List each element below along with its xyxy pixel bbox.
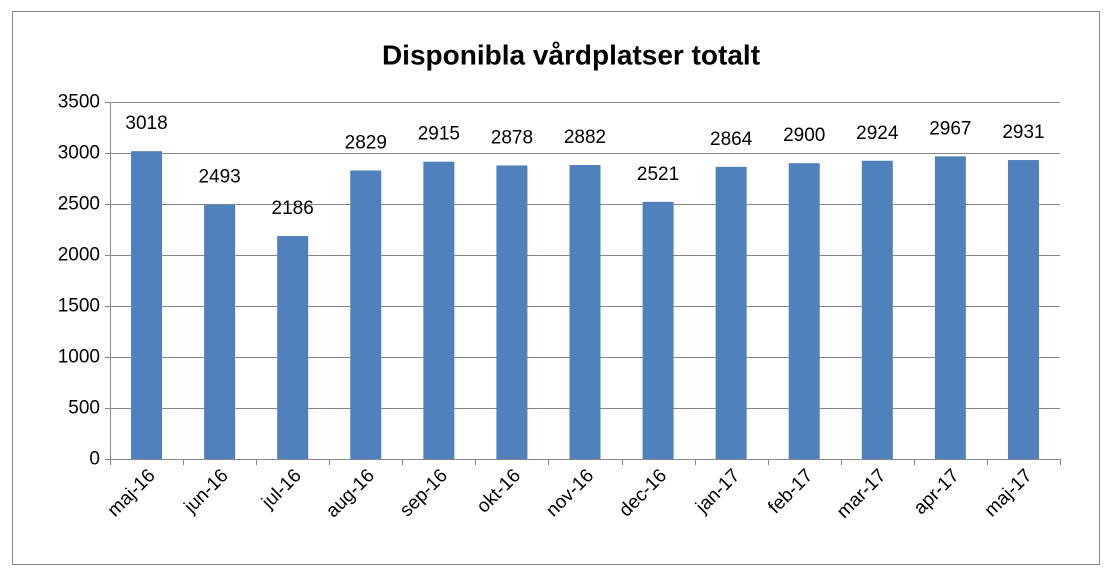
data-label: 2931 <box>1002 122 1044 143</box>
bar <box>569 165 601 459</box>
data-label: 2493 <box>198 167 240 188</box>
bar <box>788 163 820 459</box>
bar <box>861 160 893 459</box>
data-label: 2915 <box>418 124 460 145</box>
bar <box>496 165 528 459</box>
data-label: 2900 <box>783 125 825 146</box>
data-label: 2186 <box>272 198 314 219</box>
bar <box>642 201 674 459</box>
bar <box>277 236 309 459</box>
bar <box>1007 160 1039 459</box>
data-label: 2521 <box>637 164 679 185</box>
data-label: 2864 <box>710 129 753 150</box>
y-tick-label: 2000 <box>58 245 100 266</box>
data-label: 2882 <box>564 127 606 148</box>
bar <box>204 204 236 459</box>
bar <box>934 156 966 459</box>
y-tick-label: 2500 <box>58 194 100 215</box>
data-label: 2967 <box>929 118 971 139</box>
bar <box>131 151 163 459</box>
y-tick-label: 3500 <box>58 92 100 113</box>
bar <box>423 161 455 460</box>
y-tick-label: 0 <box>89 449 100 470</box>
chart-title: Disponibla vårdplatser totalt <box>382 39 760 70</box>
y-tick-label: 1000 <box>58 347 100 368</box>
data-label: 2829 <box>345 132 387 153</box>
bar <box>715 166 747 459</box>
data-label: 2924 <box>856 123 899 144</box>
y-tick-label: 500 <box>68 398 100 419</box>
y-tick-label: 1500 <box>58 296 100 317</box>
data-label: 2878 <box>491 127 533 148</box>
chart-border <box>12 11 1100 565</box>
data-label: 3018 <box>125 113 167 134</box>
bar <box>350 170 382 459</box>
y-tick-label: 3000 <box>58 143 100 164</box>
